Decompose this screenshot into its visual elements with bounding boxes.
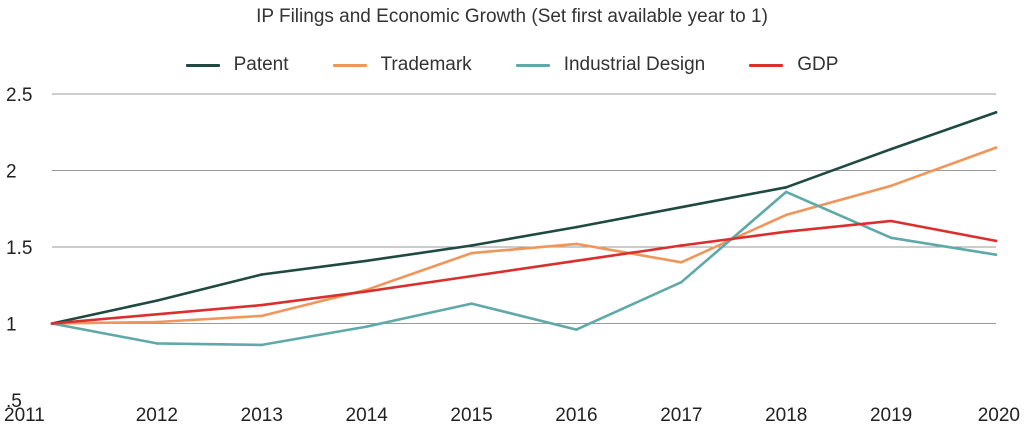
legend-swatch	[749, 63, 784, 67]
legend-swatch	[332, 63, 367, 67]
y-tick-label: 2.5	[6, 85, 32, 106]
data-point-industrial-design	[365, 325, 368, 328]
data-point-gdp	[889, 219, 893, 223]
data-point-trademark	[680, 261, 683, 264]
data-point-gdp	[50, 322, 54, 325]
data-point-industrial-design	[470, 302, 473, 305]
y-tick-label: 1	[6, 315, 17, 336]
data-point-gdp	[470, 274, 473, 278]
data-point-industrial-design	[994, 253, 998, 256]
series-line-patent	[50, 111, 998, 325]
x-tick-label: 2019	[870, 405, 912, 426]
y-tick-label: 1.5	[6, 238, 32, 259]
legend-item-trademark: Trademark	[332, 54, 472, 76]
x-tick-label: 2013	[241, 405, 283, 426]
data-point-trademark	[784, 213, 788, 217]
data-point-trademark	[155, 320, 159, 324]
data-point-industrial-design	[889, 236, 893, 240]
series-line-industrial-design	[50, 190, 998, 347]
legend-label: Patent	[233, 54, 289, 75]
legend-item-patent: Patent	[185, 54, 289, 76]
data-point-gdp	[994, 239, 998, 243]
data-point-industrial-design	[784, 190, 788, 194]
data-point-trademark	[889, 184, 893, 188]
legend-label: GDP	[797, 54, 839, 75]
x-tick-label: 2014	[346, 405, 389, 426]
x-tick-label: 2015	[450, 405, 492, 426]
data-point-industrial-design	[680, 280, 683, 284]
data-point-industrial-design	[155, 342, 159, 345]
y-tick-label: 2	[6, 162, 17, 183]
data-point-patent	[260, 273, 264, 276]
legend-swatch	[515, 63, 550, 67]
data-point-industrial-design	[260, 343, 264, 347]
x-tick-label: 2016	[555, 405, 597, 426]
series-line-gdp	[50, 219, 998, 325]
legend-item-gdp: GDP	[749, 54, 838, 76]
chart-title: IP Filings and Economic Growth (Set firs…	[256, 6, 768, 27]
data-point-patent	[575, 225, 578, 229]
data-point-patent	[365, 259, 368, 263]
legend-swatch	[185, 63, 220, 67]
data-point-gdp	[784, 230, 788, 233]
data-point-trademark	[994, 146, 998, 149]
data-point-trademark	[260, 314, 264, 318]
x-tick-label: 2012	[136, 405, 178, 426]
data-point-gdp	[260, 303, 264, 307]
x-tick-label: 2011	[4, 405, 45, 426]
data-point-patent	[155, 299, 159, 302]
data-point-industrial-design	[575, 328, 578, 331]
x-tick-label: 2018	[765, 405, 807, 426]
data-point-trademark	[470, 251, 473, 255]
series-line-trademark	[50, 146, 998, 325]
data-point-gdp	[575, 259, 578, 263]
data-point-gdp	[365, 290, 368, 293]
data-point-patent	[784, 186, 788, 189]
data-point-patent	[994, 111, 998, 114]
data-point-patent	[889, 147, 893, 151]
data-point-patent	[470, 244, 473, 247]
legend-label: Industrial Design	[563, 54, 706, 75]
legend-item-industrial-design: Industrial Design	[515, 54, 706, 76]
data-point-patent	[680, 205, 683, 209]
legend-label: Trademark	[380, 54, 472, 75]
x-tick-label: 2017	[660, 405, 702, 426]
y-tick-label: .5	[6, 391, 22, 412]
data-point-trademark	[575, 242, 578, 246]
data-point-gdp	[680, 244, 683, 247]
legend: Patent Trademark Industrial Design GDP	[0, 54, 1024, 76]
data-point-gdp	[155, 313, 159, 316]
x-tick-label: 2020	[978, 405, 1020, 426]
